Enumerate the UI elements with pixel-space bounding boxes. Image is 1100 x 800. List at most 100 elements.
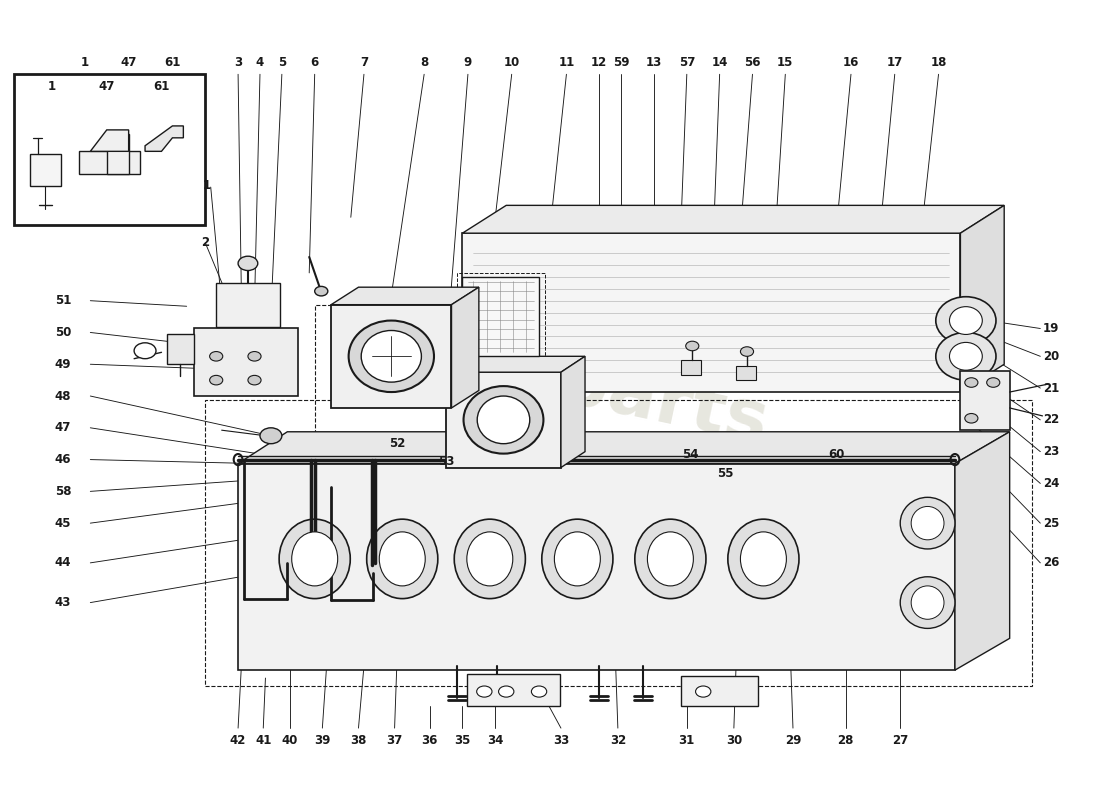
Ellipse shape xyxy=(911,586,944,619)
Text: 7: 7 xyxy=(360,56,368,69)
Polygon shape xyxy=(561,356,585,467)
Bar xyxy=(462,233,960,392)
Polygon shape xyxy=(451,287,478,408)
Text: 16: 16 xyxy=(843,56,859,69)
Text: 49: 49 xyxy=(55,358,72,370)
Ellipse shape xyxy=(366,519,438,598)
Polygon shape xyxy=(462,206,1004,233)
Text: 50: 50 xyxy=(55,326,72,339)
Text: 47: 47 xyxy=(99,80,114,93)
Ellipse shape xyxy=(936,333,996,380)
Text: 58: 58 xyxy=(55,485,72,498)
Ellipse shape xyxy=(648,532,693,586)
Polygon shape xyxy=(238,463,955,670)
Ellipse shape xyxy=(454,519,526,598)
Text: 30: 30 xyxy=(726,734,742,746)
Polygon shape xyxy=(238,432,1010,463)
Text: 47: 47 xyxy=(55,422,72,434)
Ellipse shape xyxy=(292,532,338,586)
Text: 36: 36 xyxy=(421,734,438,746)
Text: 29: 29 xyxy=(784,734,801,746)
Circle shape xyxy=(531,686,547,697)
Bar xyxy=(456,273,544,360)
Text: 35: 35 xyxy=(454,734,471,746)
Text: 56: 56 xyxy=(745,56,761,69)
Circle shape xyxy=(685,342,698,350)
Text: 31: 31 xyxy=(679,734,695,746)
Ellipse shape xyxy=(949,342,982,370)
Text: 6: 6 xyxy=(310,56,319,69)
Text: 32: 32 xyxy=(609,734,626,746)
Text: 25: 25 xyxy=(1043,517,1059,530)
Ellipse shape xyxy=(361,330,421,382)
Bar xyxy=(331,305,451,408)
Ellipse shape xyxy=(936,297,996,344)
Text: 46: 46 xyxy=(55,453,72,466)
Text: 26: 26 xyxy=(1043,556,1059,570)
Bar xyxy=(736,366,756,380)
Polygon shape xyxy=(145,126,184,151)
Bar xyxy=(107,134,129,174)
Ellipse shape xyxy=(463,386,543,454)
Text: 2: 2 xyxy=(201,236,209,250)
Circle shape xyxy=(210,351,223,361)
Text: 27: 27 xyxy=(892,734,909,746)
Text: 19: 19 xyxy=(1043,322,1059,335)
Text: 13: 13 xyxy=(646,56,662,69)
Text: 38: 38 xyxy=(350,734,366,746)
Text: 37: 37 xyxy=(386,734,403,746)
Ellipse shape xyxy=(554,532,601,586)
Text: 28: 28 xyxy=(837,734,854,746)
Text: 45: 45 xyxy=(55,517,72,530)
Circle shape xyxy=(965,378,978,387)
Ellipse shape xyxy=(900,577,955,629)
Circle shape xyxy=(260,428,282,444)
Polygon shape xyxy=(331,287,478,305)
Text: 43: 43 xyxy=(55,596,72,609)
Text: 10: 10 xyxy=(504,56,520,69)
Text: 15: 15 xyxy=(777,56,793,69)
Bar xyxy=(195,329,298,396)
Text: a passion for: a passion for xyxy=(548,442,771,517)
Text: 33: 33 xyxy=(553,734,569,746)
Ellipse shape xyxy=(635,519,706,598)
Ellipse shape xyxy=(740,532,786,586)
Text: 20: 20 xyxy=(1043,350,1059,363)
Ellipse shape xyxy=(728,519,799,598)
Text: 47: 47 xyxy=(121,56,136,69)
Circle shape xyxy=(238,256,257,270)
Text: 54: 54 xyxy=(682,447,698,461)
Text: 61: 61 xyxy=(164,56,180,69)
Text: 5: 5 xyxy=(277,56,286,69)
Ellipse shape xyxy=(466,532,513,586)
Text: 3: 3 xyxy=(234,56,242,69)
Circle shape xyxy=(315,286,328,296)
Text: 18: 18 xyxy=(931,56,947,69)
Text: 48: 48 xyxy=(55,390,72,402)
Ellipse shape xyxy=(949,306,982,334)
Ellipse shape xyxy=(477,396,530,444)
Bar xyxy=(79,151,140,174)
Circle shape xyxy=(248,351,261,361)
Text: 1: 1 xyxy=(80,56,89,69)
Text: 21: 21 xyxy=(1043,382,1059,394)
Polygon shape xyxy=(955,432,1010,670)
Bar xyxy=(466,674,560,706)
Bar xyxy=(462,277,539,356)
Text: europarts: europarts xyxy=(370,309,774,459)
Circle shape xyxy=(248,375,261,385)
Ellipse shape xyxy=(542,519,613,598)
Bar xyxy=(315,305,572,479)
Text: 24: 24 xyxy=(1043,477,1059,490)
Circle shape xyxy=(476,686,492,697)
Circle shape xyxy=(695,686,711,697)
Ellipse shape xyxy=(379,532,426,586)
Text: 1: 1 xyxy=(48,80,56,93)
Text: 1: 1 xyxy=(202,179,210,192)
Ellipse shape xyxy=(900,498,955,549)
Text: 42: 42 xyxy=(230,734,246,746)
Ellipse shape xyxy=(911,506,944,540)
Text: 53: 53 xyxy=(438,455,454,469)
Circle shape xyxy=(965,414,978,423)
Bar xyxy=(681,676,758,706)
